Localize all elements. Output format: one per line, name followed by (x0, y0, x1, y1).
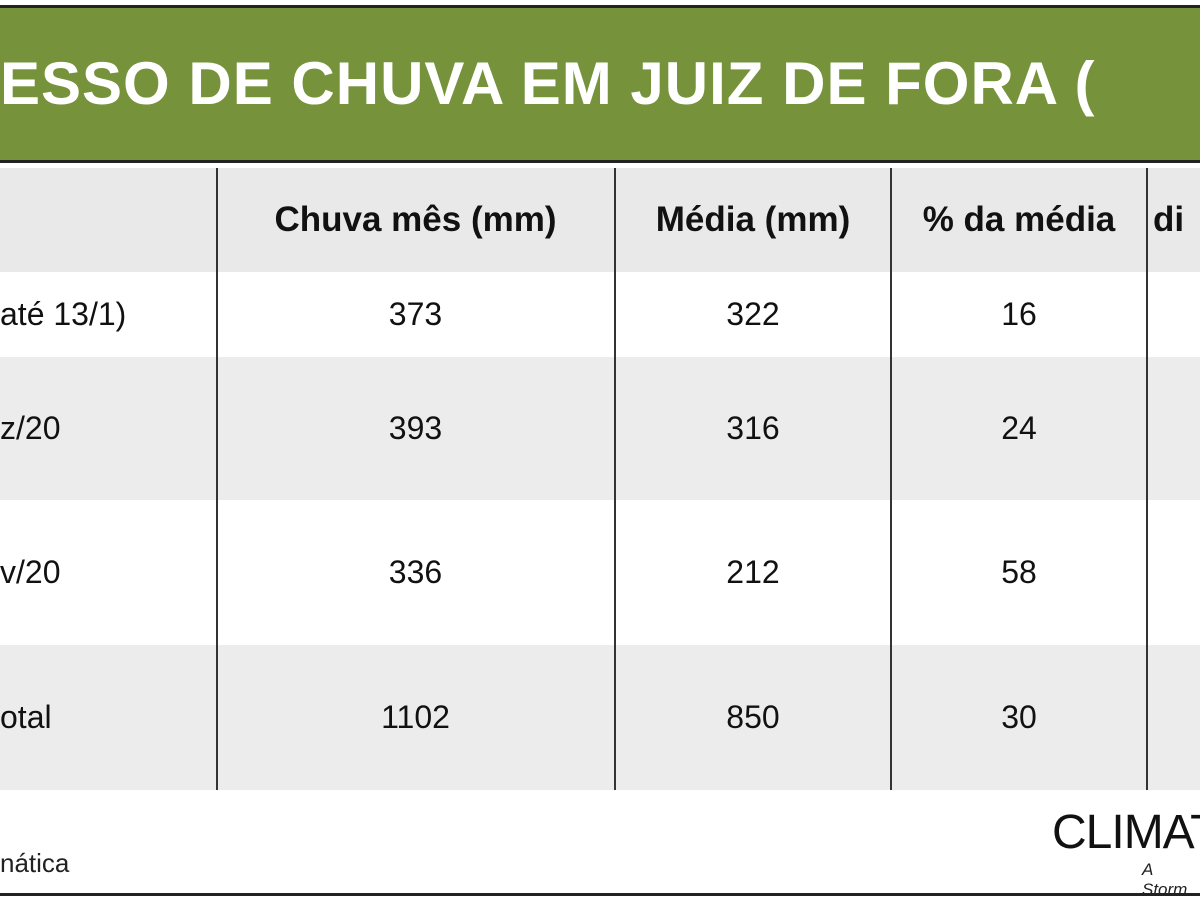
column-divider (890, 168, 892, 790)
column-header: di (1153, 200, 1185, 239)
row-label: z/20 (0, 410, 61, 446)
row-label: otal (0, 699, 52, 735)
header-row: Chuva mês (mm) Média (mm) % da média di (0, 168, 1200, 272)
table-row: z/20 393 316 24 (0, 357, 1200, 500)
table-cell: 850 (726, 699, 780, 735)
table-cell: 322 (726, 296, 780, 332)
table-cell: 1102 (381, 699, 450, 735)
table-cell: 316 (726, 410, 780, 446)
table-cell: 30 (1001, 699, 1037, 735)
title: ESSO DE CHUVA EM JUIZ DE FORA ( (0, 50, 1096, 117)
row-label: até 13/1) (0, 296, 127, 332)
column-divider (614, 168, 616, 790)
table-cell: 16 (1001, 296, 1037, 332)
column-header: Chuva mês (mm) (274, 200, 557, 239)
table-cell: 212 (726, 554, 780, 590)
table-row: otal 1102 850 30 (0, 645, 1200, 790)
table-cell: 24 (1001, 410, 1037, 446)
row-label: v/20 (0, 554, 61, 590)
table-cell: 336 (388, 554, 443, 590)
bottom-border (0, 893, 1200, 896)
table-cell: 373 (388, 296, 443, 332)
brand: CLIMAT (1052, 806, 1200, 859)
column-divider (1146, 168, 1148, 790)
column-header: Média (mm) (655, 200, 851, 239)
footer-left: nática (0, 848, 70, 878)
table-row: até 13/1) 373 322 16 (0, 272, 1200, 357)
column-header: % da média (922, 200, 1116, 239)
column-divider (216, 168, 218, 790)
table-cell: 58 (1001, 554, 1037, 590)
table-row: v/20 336 212 58 (0, 500, 1200, 645)
table-cell: 393 (388, 410, 443, 446)
title-band: ESSO DE CHUVA EM JUIZ DE FORA ( (0, 5, 1200, 163)
